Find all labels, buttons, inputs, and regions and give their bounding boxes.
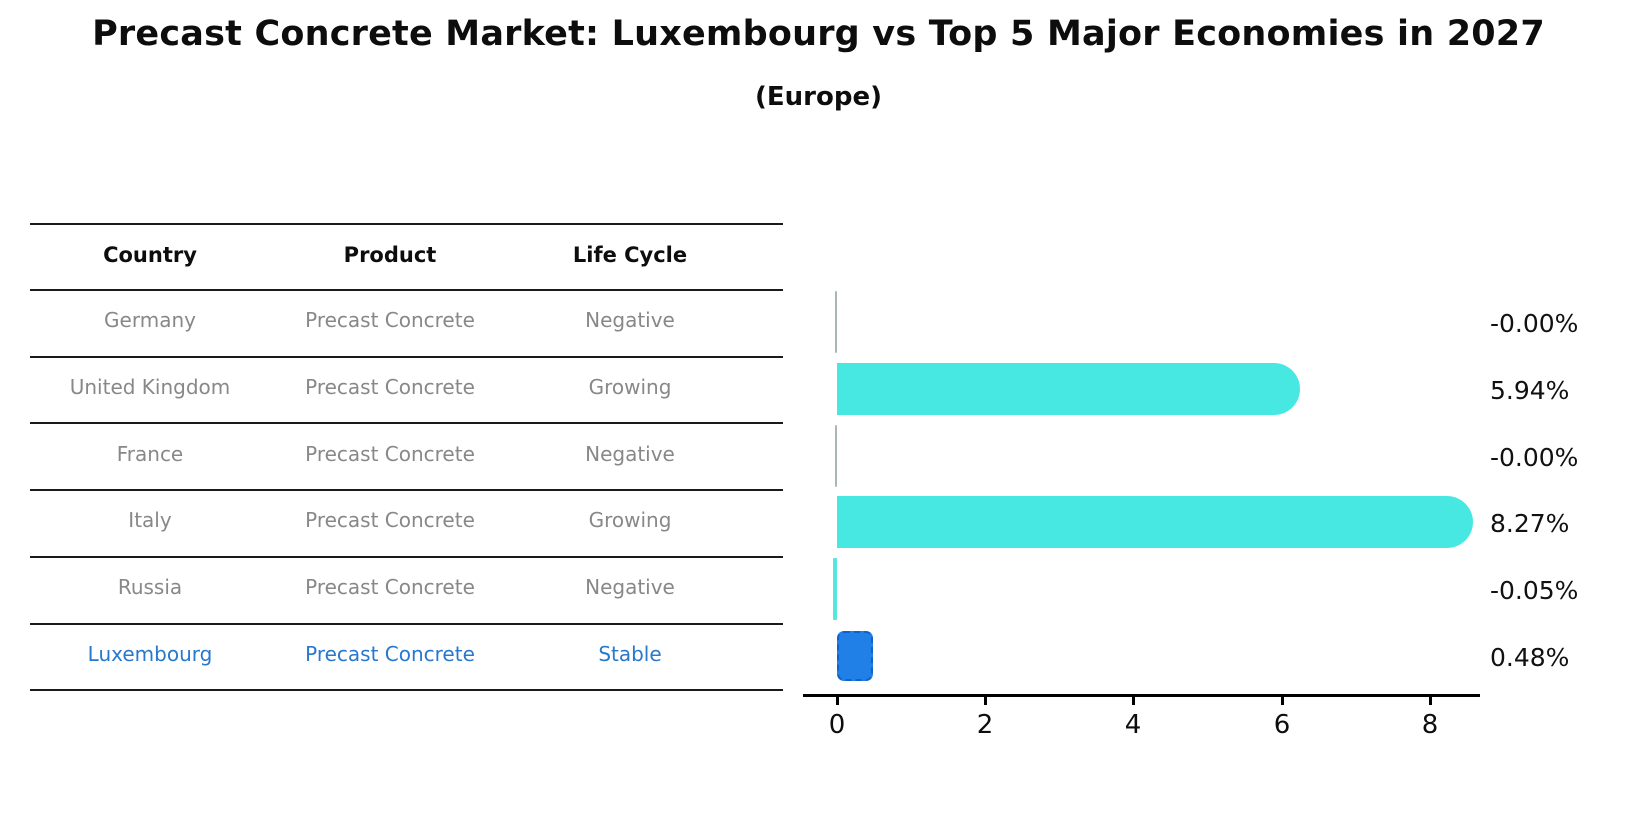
table-header-country: Country	[103, 243, 197, 267]
table-row-rule	[30, 289, 783, 291]
table-cell-country: France	[116, 442, 184, 466]
table-cell-country: Luxembourg	[87, 642, 213, 666]
x-axis-tick-label: 0	[828, 710, 846, 740]
chart-title: Precast Concrete Market: Luxembourg vs T…	[92, 14, 1545, 54]
table-cell-country: United Kingdom	[69, 375, 231, 399]
table-cell-product: Precast Concrete	[305, 508, 475, 532]
table-cell-life_cycle: Growing	[588, 508, 672, 532]
x-axis-tick-label: 2	[976, 710, 994, 740]
bar-russia	[833, 558, 837, 620]
value-label: -0.05%	[1490, 576, 1579, 605]
x-axis-tick-label: 4	[1124, 710, 1142, 740]
table-row-rule	[30, 689, 783, 691]
table-row-rule	[30, 623, 783, 625]
x-axis-tick	[836, 697, 839, 705]
table-row-rule	[30, 556, 783, 558]
value-label: 8.27%	[1490, 509, 1570, 538]
x-axis-tick-label: 8	[1421, 710, 1439, 740]
x-axis-tick	[1429, 697, 1432, 705]
table-cell-product: Precast Concrete	[305, 308, 475, 332]
table-row-rule	[30, 356, 783, 358]
value-label: -0.00%	[1490, 309, 1579, 338]
table-cell-product: Precast Concrete	[305, 642, 475, 666]
x-axis-line	[803, 694, 1480, 697]
table-cell-country: Germany	[104, 308, 196, 332]
value-label: 0.48%	[1490, 643, 1570, 672]
x-axis-tick	[984, 697, 987, 705]
table-header-product: Product	[343, 243, 437, 267]
bar-united-kingdom	[837, 363, 1300, 415]
value-label: 5.94%	[1490, 376, 1570, 405]
table-cell-country: Italy	[128, 508, 172, 532]
table-top-rule	[30, 223, 783, 225]
table-header-life-cycle: Life Cycle	[572, 243, 688, 267]
table-row-rule	[30, 489, 783, 491]
table-row-rule	[30, 422, 783, 424]
x-axis-tick	[1132, 697, 1135, 705]
table-cell-product: Precast Concrete	[305, 442, 475, 466]
table-cell-life_cycle: Stable	[598, 642, 662, 666]
table-cell-product: Precast Concrete	[305, 575, 475, 599]
table-cell-life_cycle: Negative	[585, 442, 675, 466]
table-cell-product: Precast Concrete	[305, 375, 475, 399]
table-cell-life_cycle: Negative	[585, 308, 675, 332]
table-cell-country: Russia	[117, 575, 183, 599]
chart-subtitle: (Europe)	[755, 82, 882, 112]
bar-germany	[835, 291, 837, 353]
bar-luxembourg	[837, 631, 873, 681]
value-label: -0.00%	[1490, 443, 1579, 472]
bar-italy	[837, 496, 1473, 548]
x-axis-tick	[1281, 697, 1284, 705]
table-cell-life_cycle: Growing	[588, 375, 672, 399]
table-cell-life_cycle: Negative	[585, 575, 675, 599]
bar-france	[835, 425, 837, 487]
x-axis-tick-label: 6	[1273, 710, 1291, 740]
